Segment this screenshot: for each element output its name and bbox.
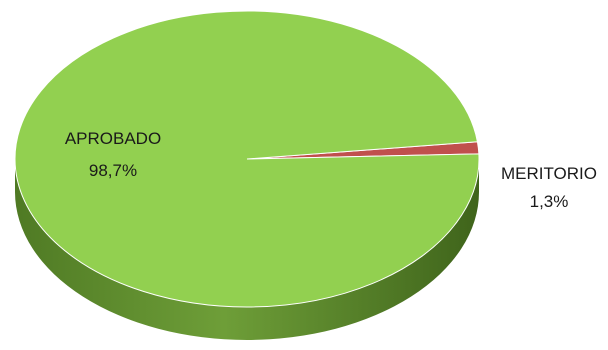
pie-slice-aprobado — [14, 10, 480, 308]
slice-label-meritorio: MERITORIO — [501, 164, 597, 183]
pie-top-layer — [14, 10, 480, 308]
slice-value-aprobado: 98,7% — [89, 161, 137, 180]
pie-side-layer — [15, 159, 479, 340]
pie-label-layer: APROBADO 98,7% MERITORIO 1,3% — [65, 129, 597, 211]
slice-value-meritorio: 1,3% — [530, 192, 569, 211]
pie-side-wall — [15, 159, 479, 340]
slice-label-aprobado: APROBADO — [65, 129, 161, 148]
